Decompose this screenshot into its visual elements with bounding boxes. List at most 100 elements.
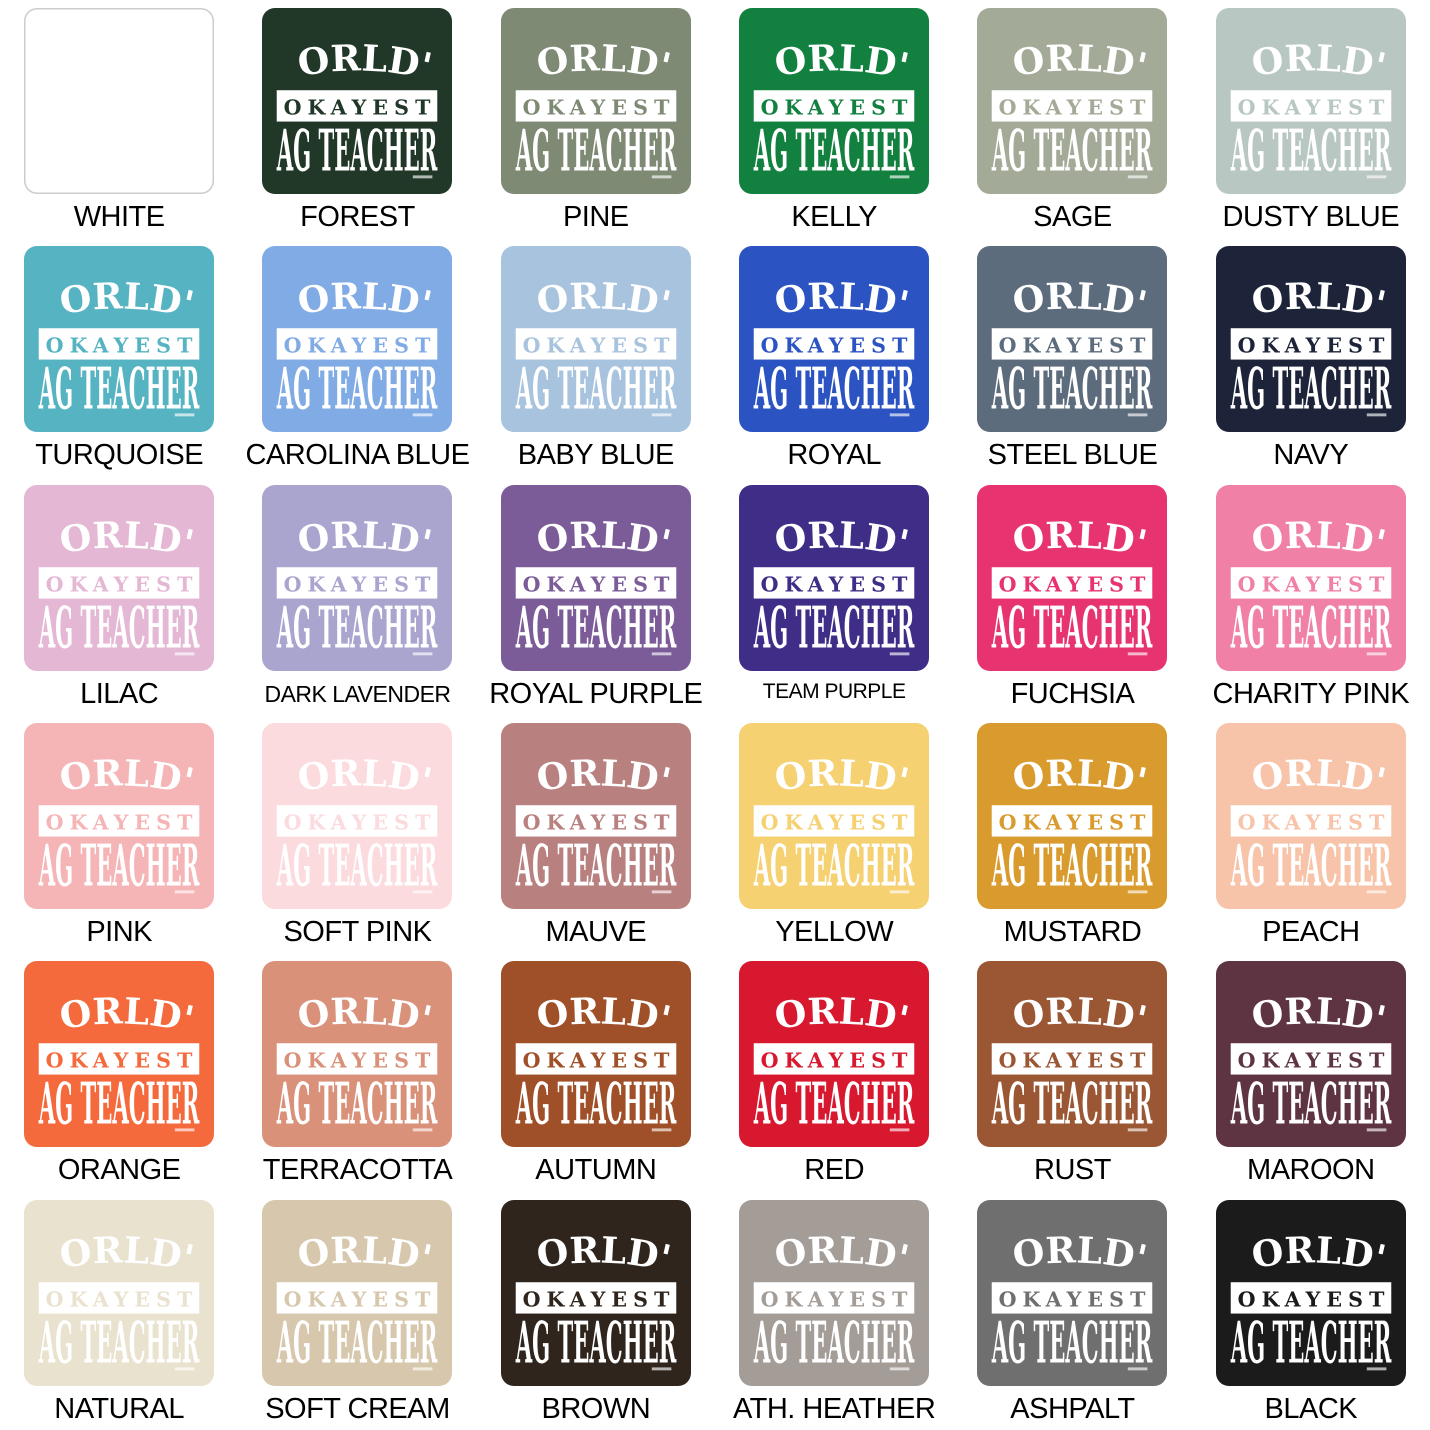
design-line3-ag-teacher: AG TEACHER (753, 357, 914, 423)
design-line3-ag-teacher: AG TEACHER (1230, 1072, 1391, 1138)
design-line2-okayest: OKAYEST (46, 334, 194, 358)
swatch-label: TEAM PURPLE (762, 679, 906, 703)
okayest-bar (515, 90, 677, 122)
swatch-label: BROWN (541, 1392, 651, 1425)
watermark (174, 1128, 195, 1132)
okayest-bar (753, 1043, 915, 1075)
design-line2-okayest: OKAYEST (761, 1287, 909, 1311)
swatch-label: AUTUMN (535, 1154, 657, 1187)
okayest-bar (1230, 90, 1392, 122)
swatch-label: CAROLINA BLUE (245, 439, 470, 472)
design-line2-okayest: OKAYEST (522, 572, 670, 596)
okayest-bar (38, 328, 200, 360)
okayest-bar (992, 566, 1153, 599)
watermark (1128, 1128, 1148, 1132)
design-line2-okayest: OKAYEST (761, 572, 909, 596)
okayest-bar (515, 566, 677, 599)
design-line2-okayest: OKAYEST (284, 1049, 432, 1073)
